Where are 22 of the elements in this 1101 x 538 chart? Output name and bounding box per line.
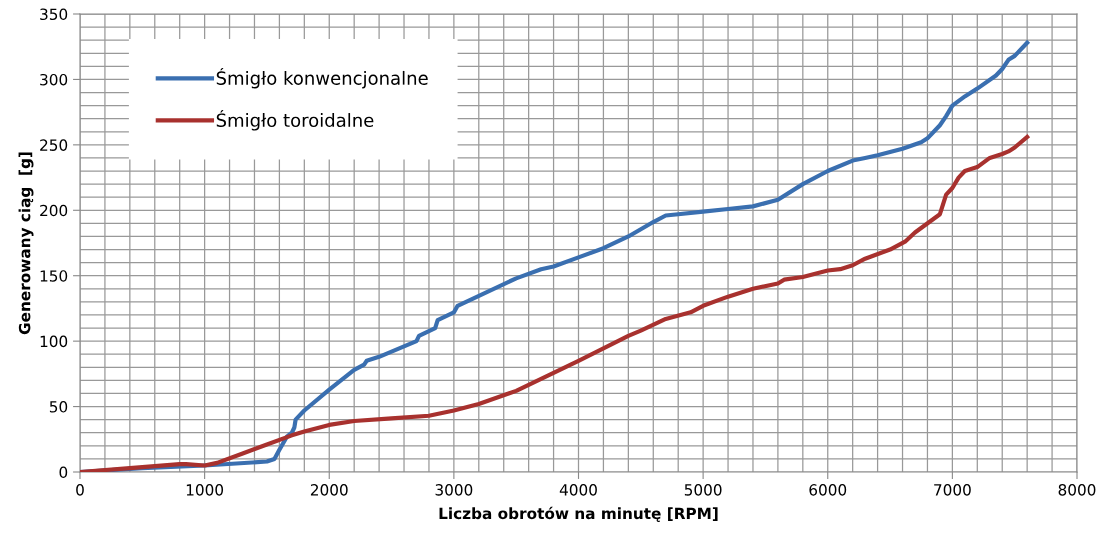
x-axis-title: Liczba obrotów na minutę [RPM] <box>439 506 718 522</box>
y-tick-label: 250 <box>40 139 68 151</box>
x-tick-label: 1000 <box>186 484 224 496</box>
y-tick-label: 50 <box>49 401 68 413</box>
y-tick-label: 100 <box>40 335 68 348</box>
line-series <box>80 134 1030 472</box>
x-tick-label: 6000 <box>809 484 847 496</box>
legend-label: Śmigło konwencjonalne <box>216 67 428 89</box>
x-tick-label: 4000 <box>559 484 597 496</box>
y-tick-label: 300 <box>40 73 68 86</box>
x-tick-label: 5000 <box>684 484 722 496</box>
x-tick-label: 8000 <box>1058 484 1096 496</box>
x-tick-label: 0 <box>76 484 84 496</box>
y-tick-label: 350 <box>40 8 68 21</box>
y-tick-label: 200 <box>40 204 68 217</box>
y-axis-title: Generowany ciąg [g] <box>18 152 34 335</box>
x-tick-label: 7000 <box>934 484 971 496</box>
x-tick-label: 2000 <box>310 484 348 496</box>
y-tick-label: 0 <box>59 466 68 479</box>
legend-label: Śmigło toroidalne <box>216 110 374 131</box>
x-tick-label: 3000 <box>435 484 473 496</box>
y-tick-label: 150 <box>40 270 68 282</box>
